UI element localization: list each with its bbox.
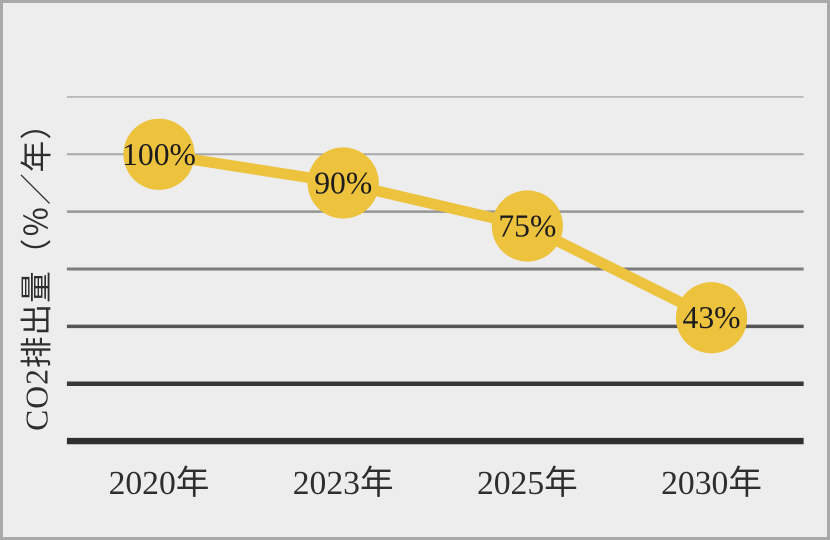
data-point-marker	[491, 190, 563, 262]
data-point-label: 43%	[683, 300, 741, 335]
co2-line-chart: 100% 90% 75% 43% 2020年 2023年 2025年 2030年 CO2排出…	[20, 95, 804, 502]
data-point-markers	[123, 118, 748, 354]
data-point-label: 90%	[314, 165, 372, 200]
x-axis-tick-label: 2025年	[477, 464, 578, 502]
data-point-marker	[123, 118, 195, 190]
x-axis-tick-labels: 2020年 2023年 2025年 2030年	[109, 464, 762, 502]
y-axis-label: CO2排出量（％／年）	[20, 107, 55, 431]
x-axis-tick-label: 2020年	[109, 464, 210, 502]
x-axis-tick-label: 2023年	[293, 464, 394, 502]
x-axis-tick-label: 2030年	[661, 464, 762, 502]
data-point-labels: 100% 90% 75% 43%	[122, 137, 740, 335]
data-point-label: 75%	[498, 208, 556, 243]
series-line	[153, 148, 717, 324]
data-point-marker	[675, 282, 748, 354]
data-point-label: 100%	[122, 137, 196, 172]
data-point-marker	[307, 147, 379, 219]
